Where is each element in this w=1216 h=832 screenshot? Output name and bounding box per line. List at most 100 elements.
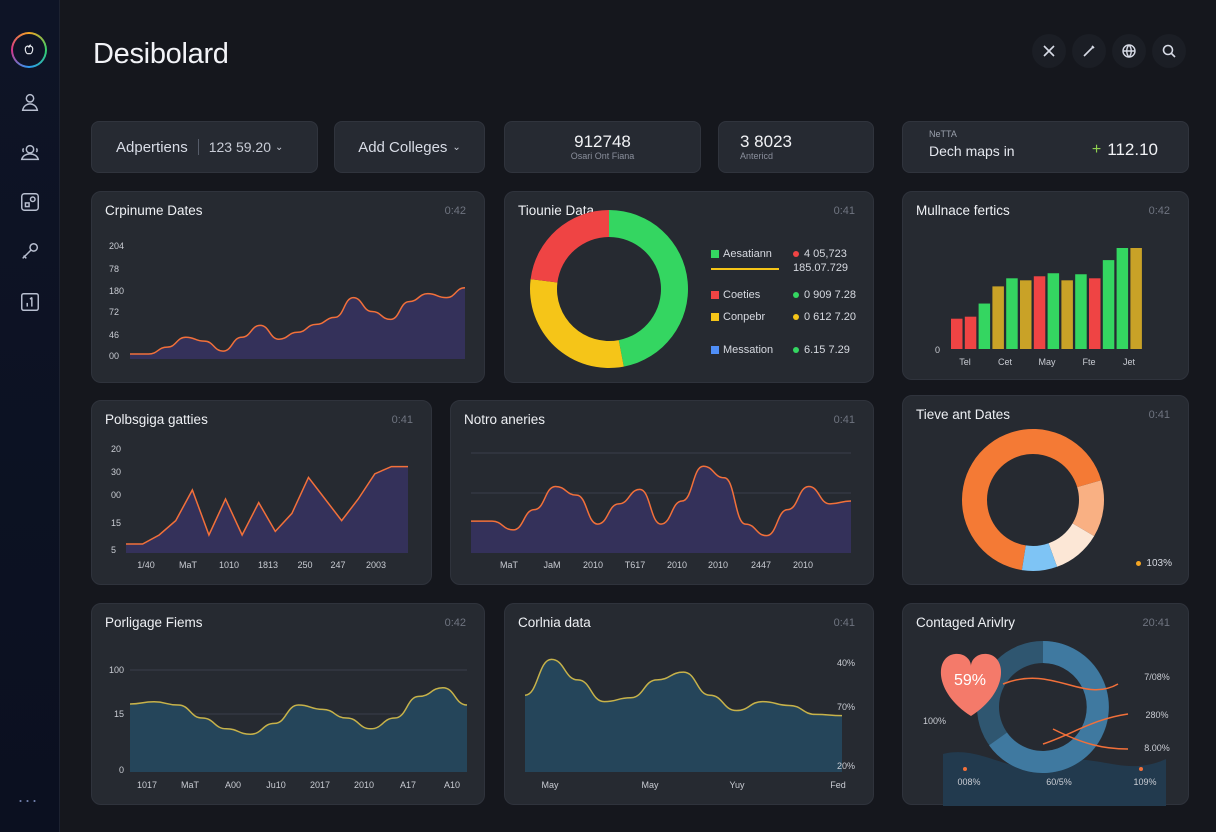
legend-underline [711, 268, 779, 270]
chevron-down-icon: ⌄ [275, 141, 284, 153]
series-line [126, 465, 408, 545]
y-tick-label: 00 [109, 351, 119, 361]
card-meta: 0:41 [391, 414, 413, 426]
pie-slice[interactable] [609, 210, 689, 367]
stat-value: 3 8023 [740, 132, 792, 151]
filter-label: Adpertiens [116, 138, 188, 156]
x-tick-label: 250 [297, 560, 312, 570]
series-line [1052, 728, 1129, 750]
x-tick-label: MaT [181, 780, 200, 790]
stat-card-1: 912748 Osari Ont Fiana [504, 121, 701, 173]
chart-svg: 100 15 0 1017 MaT A00 Ju10 2017 2010 A17 A10 [109, 665, 468, 790]
x-tick-label: 2010 [793, 560, 813, 570]
card-meta: 20:41 [1142, 617, 1170, 629]
marker [1139, 767, 1143, 771]
x-tick-label: 2003 [366, 560, 386, 570]
report-icon[interactable] [14, 286, 46, 318]
bar[interactable] [1089, 278, 1101, 349]
x-tick-label: MaT [500, 560, 519, 570]
y-tick-label: 100 [109, 665, 124, 675]
globe-button[interactable] [1112, 34, 1146, 68]
bar[interactable] [992, 286, 1004, 349]
pencil-icon [1083, 45, 1095, 57]
bar[interactable] [1061, 280, 1073, 349]
chart-svg [530, 210, 689, 368]
series-line [1002, 677, 1119, 691]
legend-swatch [711, 250, 719, 258]
legend-dot [793, 292, 799, 298]
bar[interactable] [1075, 274, 1087, 349]
x-tick-label: Fte [1082, 357, 1095, 367]
card-notro-aneries: Notro aneries 0:41 MaT JaM 2010 T617 2010 201… [450, 400, 874, 585]
x-tick-label: 1010 [219, 560, 239, 570]
card-meta: 0:42 [444, 205, 466, 217]
card-meta: 0:41 [833, 205, 855, 217]
card-title: Notro aneries [464, 412, 546, 427]
bar[interactable] [951, 318, 963, 349]
bar[interactable] [1020, 280, 1032, 349]
search-button[interactable] [1152, 34, 1186, 68]
x-tick-label: 2010 [667, 560, 687, 570]
edit-button[interactable] [1072, 34, 1106, 68]
card-meta: 0:42 [1148, 205, 1170, 217]
bar[interactable] [1102, 260, 1115, 349]
bar[interactable] [1116, 248, 1129, 349]
pie-slice[interactable] [1048, 523, 1095, 567]
group-icon[interactable] [14, 136, 46, 168]
legend-dot [1136, 561, 1142, 566]
area-fill [126, 466, 408, 553]
legend-value: 6.15 7.29 [804, 344, 850, 356]
card-title: Contaged Arivlry [916, 615, 1016, 630]
bar[interactable] [1006, 278, 1018, 349]
card-tiounie-data: Tiounie Data 0:41 Aesatiann 4 05,723 185.0… [504, 191, 874, 383]
legend-label: Coeties [723, 289, 761, 301]
pie-slice[interactable] [962, 429, 1102, 571]
legend-swatch [711, 346, 719, 354]
card-meta: 0:41 [833, 617, 855, 629]
x-tick-label: A00 [225, 780, 241, 790]
legend-value: 0 612 7.20 [804, 311, 856, 323]
bar[interactable] [978, 303, 991, 349]
add-colleges-dropdown[interactable]: Add Colleges ⌄ [334, 121, 485, 173]
bar[interactable] [1047, 273, 1060, 349]
marker [963, 767, 967, 771]
x-tick-label: Tel [959, 357, 971, 367]
legend-label: 103% [1146, 558, 1172, 569]
bar[interactable] [964, 316, 977, 349]
x-tick-label: JaM [543, 560, 560, 570]
x-tick-label: Jet [1123, 357, 1136, 367]
x-tick-label: 2010 [583, 560, 603, 570]
y-tick-label: 204 [109, 241, 124, 251]
card-corlnia-data: Corlnia data 0:41 40% 70% 20% May May Yuy Fed [504, 603, 874, 805]
close-icon [1043, 45, 1055, 57]
pie-slice[interactable] [1072, 480, 1104, 537]
y-tick-label: 72 [109, 307, 119, 317]
x-tick-label: Fed [830, 780, 846, 790]
tools-icon[interactable] [14, 236, 46, 268]
y-tick-label: 5 [111, 545, 116, 555]
apps-icon[interactable] [14, 186, 46, 218]
pie-slice[interactable] [1021, 543, 1058, 571]
card-title: Porligage Fiems [105, 615, 203, 630]
x-tick-label: 60/5% [1046, 777, 1072, 787]
filter-dropdown-adpertiens[interactable]: Adpertiens 123 59.20 ⌄ [91, 121, 318, 173]
legend-item: Conpebr 0 612 7.20 [711, 311, 856, 323]
x-tick-label: Ju10 [266, 780, 286, 790]
more-icon[interactable]: ... [18, 786, 40, 806]
x-tick-label: 2010 [708, 560, 728, 570]
pie-slice[interactable] [530, 279, 624, 368]
bar[interactable] [1033, 276, 1046, 349]
y-tick-label: 15 [114, 709, 124, 719]
legend-value: 0 909 7.28 [804, 289, 856, 301]
chart-svg: 40% 70% 20% May May Yuy Fed [524, 658, 855, 790]
chart-label: 280% [1145, 710, 1168, 720]
x-tick-label: A10 [444, 780, 460, 790]
app-logo[interactable] [11, 32, 47, 68]
user-icon[interactable] [14, 86, 46, 118]
pie-slice[interactable] [530, 210, 609, 283]
y-tick-label: 46 [109, 330, 119, 340]
bar[interactable] [1130, 248, 1142, 349]
card-contaged-arivlry: Contaged Arivlry 20:41 59% 100% 7/08% 280% 8… [902, 603, 1189, 806]
highlight-label: Dech maps in [929, 143, 1015, 159]
close-button[interactable] [1032, 34, 1066, 68]
